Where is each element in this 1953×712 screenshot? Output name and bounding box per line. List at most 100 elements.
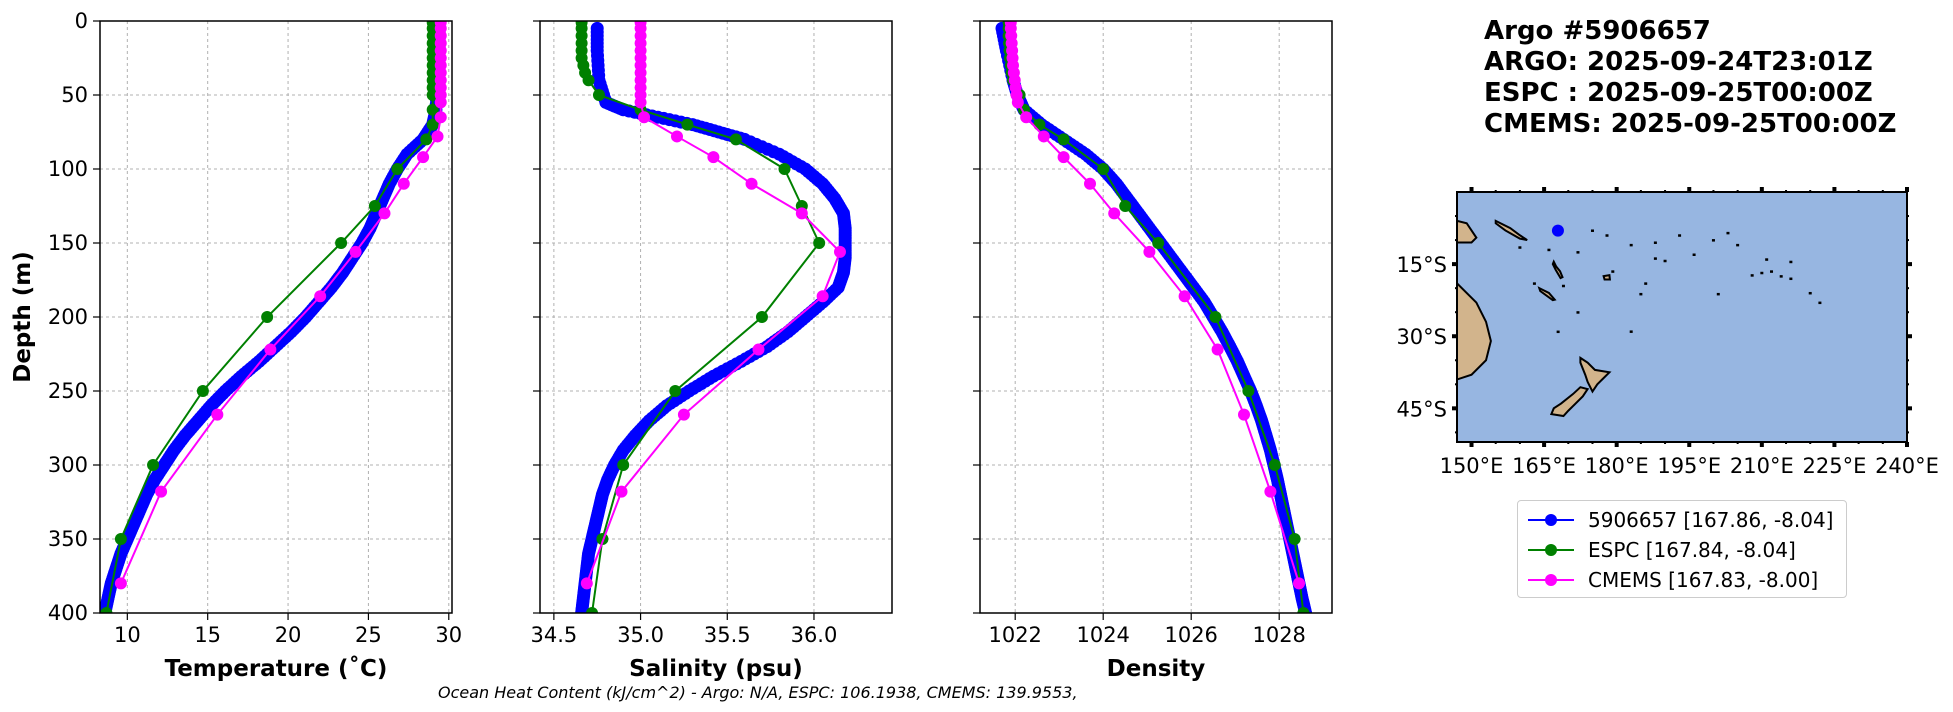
cmems-point <box>155 485 168 498</box>
legend-label-cmems: CMEMS [167.83, -8.00] <box>1588 568 1819 592</box>
espc-point <box>1152 237 1165 249</box>
x-axis-label: Density <box>1107 656 1206 682</box>
legend-item-cmems: CMEMS [167.83, -8.00] <box>1526 565 1838 595</box>
espc-point <box>582 74 595 87</box>
salinity-panel: 34.5 35.0 35.5 36.0 Salinity (psu) <box>530 20 893 682</box>
espc-point <box>420 133 433 146</box>
cmems-point <box>211 408 224 421</box>
island <box>1808 291 1812 295</box>
land-fiji <box>1602 274 1612 281</box>
land-vanuatu <box>1551 259 1564 280</box>
x-tick-label: 1024 <box>1076 623 1129 647</box>
espc-point <box>729 133 742 146</box>
temperature-panel: 10 15 20 25 30050100150200250300350400Temper… <box>10 9 462 682</box>
island <box>1716 292 1720 296</box>
island <box>1736 243 1740 247</box>
cmems-time: CMEMS: 2025-09-25T00:00Z <box>1484 109 1897 139</box>
espc-point <box>368 200 381 212</box>
espc-point <box>114 533 127 545</box>
ocean <box>1457 192 1907 442</box>
espc-point <box>1097 163 1110 175</box>
cmems-point <box>314 290 327 303</box>
x-tick-label: 20 <box>275 623 302 647</box>
espc-point <box>586 607 599 613</box>
argo-point <box>575 606 589 613</box>
espc-point <box>1209 311 1222 323</box>
info-block: Argo #5906657 ARGO: 2025-09-24T23:01Z ES… <box>1484 16 1896 140</box>
y-tick-label: 200 <box>48 305 88 329</box>
island <box>1629 243 1633 247</box>
x-axis-label: Temperature (˚C) <box>165 655 388 682</box>
island <box>1590 229 1594 232</box>
island <box>1663 259 1667 263</box>
cmems-point <box>1011 96 1024 109</box>
cmems-point <box>397 177 410 190</box>
x-tick-label: 35.5 <box>704 623 751 647</box>
island <box>1644 282 1648 285</box>
island <box>1692 253 1696 256</box>
island <box>1576 251 1580 254</box>
map-lon-label: 165°E <box>1512 454 1576 478</box>
cmems-point <box>1037 130 1050 143</box>
island <box>1629 330 1633 333</box>
cmems-point <box>1264 485 1277 498</box>
cmems-point <box>264 343 277 356</box>
espc-point <box>100 607 113 613</box>
cmems-point <box>638 111 651 124</box>
axes-frame <box>539 20 893 614</box>
espc-point <box>592 89 605 101</box>
float-title: Argo #5906657 <box>1484 16 1711 46</box>
island <box>1765 258 1769 261</box>
map-lat-label: 45°S <box>1396 397 1447 421</box>
legend-label-argo: 5906657 [167.86, -8.04] <box>1588 508 1834 532</box>
island <box>1518 246 1522 249</box>
espc-point <box>1268 459 1281 471</box>
espc-point <box>813 237 826 249</box>
espc-point <box>335 237 348 249</box>
island <box>1561 284 1565 288</box>
cmems-point <box>1211 343 1224 356</box>
cmems-point <box>707 151 720 164</box>
land-solomons <box>1494 219 1528 242</box>
land-new-guinea <box>1457 219 1478 244</box>
float-marker <box>1551 224 1564 237</box>
island <box>1532 282 1536 285</box>
cmems-point <box>434 96 447 109</box>
series-group <box>995 21 1313 613</box>
island <box>1770 270 1774 273</box>
axes-frame <box>979 20 1333 614</box>
legend-swatch-cmems <box>1528 574 1574 586</box>
cmems-point <box>378 207 391 220</box>
espc-point <box>1297 607 1310 613</box>
map-frame <box>1456 191 1908 443</box>
location-map: 150°E 165°E 180°E 195°E 210°E 225°E 240°E 15°S 3… <box>1396 187 1939 478</box>
cmems-point <box>634 96 647 109</box>
land-nz-south <box>1549 386 1590 418</box>
espc-point <box>755 311 768 323</box>
y-axis-label: Depth (m) <box>10 251 36 383</box>
map-lat-label: 30°S <box>1396 325 1447 349</box>
series-group <box>575 21 852 613</box>
cmems-point <box>580 577 593 590</box>
espc-point <box>681 118 694 131</box>
cmems-point <box>1293 577 1305 590</box>
cmems-point <box>1108 207 1121 220</box>
x-tick-label: 15 <box>194 623 221 647</box>
x-tick-label: 10 <box>114 623 141 647</box>
land-new-caledonia <box>1537 286 1557 302</box>
espc-point <box>669 385 682 397</box>
argo-time: ARGO: 2025-09-24T23:01Z <box>1484 47 1873 77</box>
cmems-point <box>1084 177 1096 190</box>
legend-swatch-argo <box>1528 514 1574 526</box>
espc-point <box>391 163 404 175</box>
axes-frame <box>99 20 453 614</box>
island <box>1789 277 1793 281</box>
espc-point <box>1288 533 1301 545</box>
island <box>1653 241 1657 244</box>
legend-item-argo: 5906657 [167.86, -8.04] <box>1526 505 1838 535</box>
x-tick-label: 1022 <box>988 623 1041 647</box>
y-tick-label: 250 <box>48 379 88 403</box>
cmems-point <box>745 177 758 190</box>
map-lon-label: 240°E <box>1875 454 1939 478</box>
